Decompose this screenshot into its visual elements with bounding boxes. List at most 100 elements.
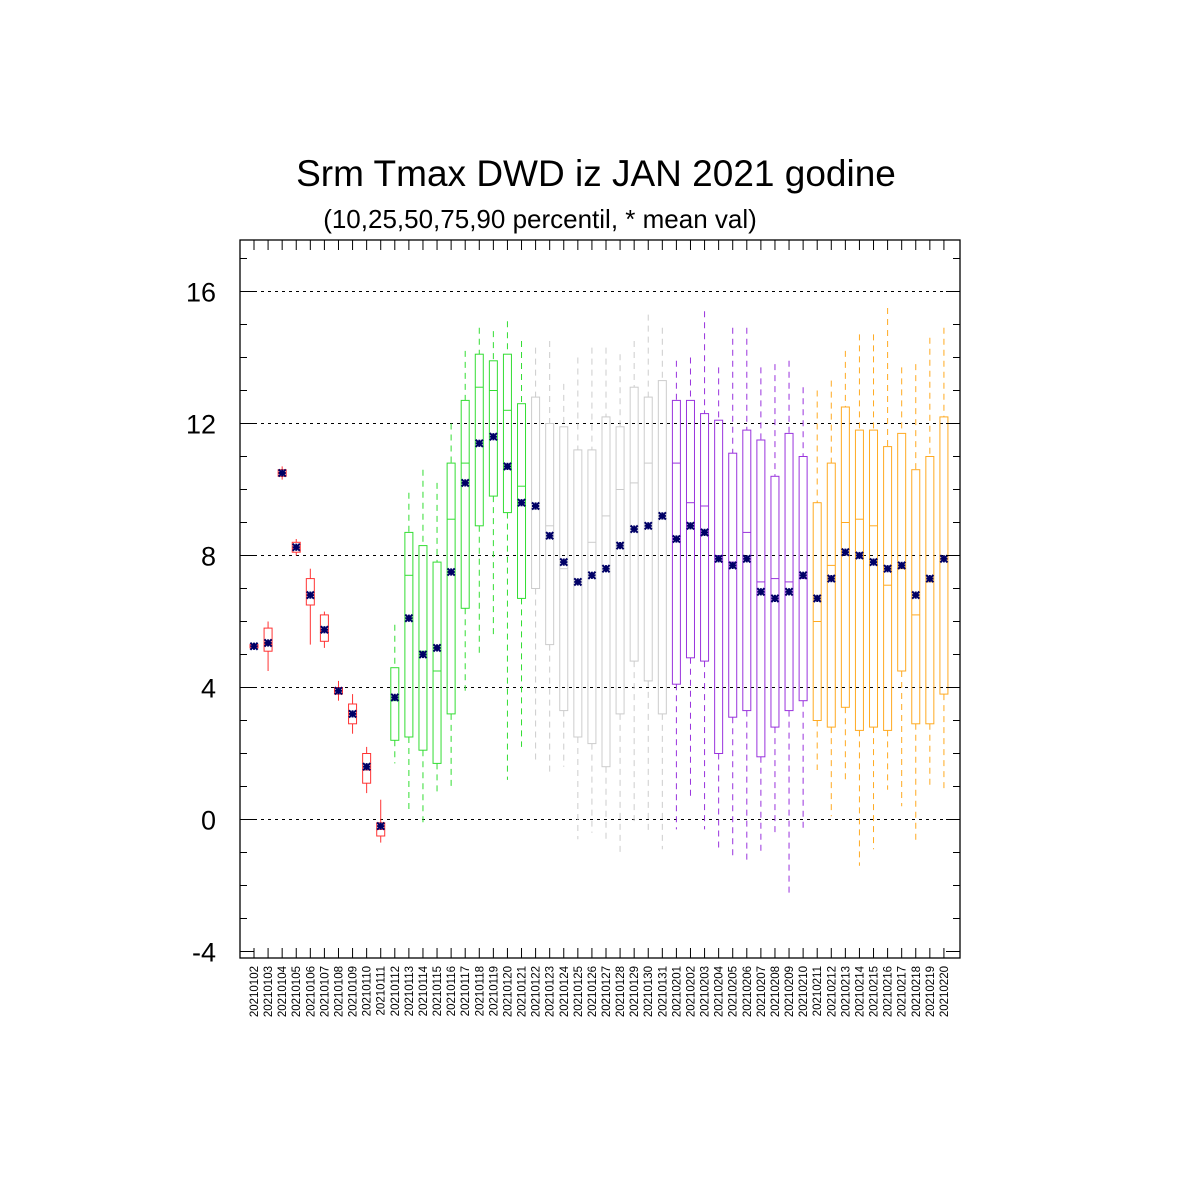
- x-tick-label-20210120: 20210120: [502, 966, 514, 1017]
- box-20210219: [925, 337, 935, 787]
- box-body-20210106: [305, 578, 315, 606]
- mean-marker-20210116: [446, 567, 456, 577]
- x-tick-label-20210206: 20210206: [742, 966, 754, 1017]
- x-tick-label-20210125: 20210125: [573, 966, 585, 1017]
- box-body-20210128: [615, 426, 625, 715]
- mean-marker-20210202: [686, 521, 695, 531]
- box-body-20210119: [488, 360, 498, 497]
- x-tick-label-20210213: 20210213: [840, 966, 852, 1017]
- box-20210127: [601, 347, 611, 840]
- x-tick-label-20210107: 20210107: [319, 966, 331, 1017]
- box-20210202: [685, 357, 695, 800]
- box-body-20210205: [728, 452, 738, 718]
- box-20210210: [798, 387, 808, 830]
- box-20210201: [671, 360, 681, 830]
- box-body-20210213: [840, 406, 850, 708]
- x-tick-label-20210104: 20210104: [277, 965, 289, 1017]
- mean-marker-20210208: [770, 594, 780, 603]
- mean-marker-20210212: [826, 574, 836, 583]
- mean-marker-20210213: [841, 547, 850, 557]
- x-tick-label-20210113: 20210113: [404, 966, 416, 1016]
- x-tick-label-20210210: 20210210: [798, 966, 810, 1017]
- x-tick-label-20210130: 20210130: [643, 966, 655, 1017]
- mean-marker-20210102: [249, 641, 259, 651]
- mean-marker-20210210: [798, 570, 808, 580]
- mean-marker-20210124: [559, 557, 569, 567]
- box-20210131: [657, 327, 667, 850]
- mean-marker-20210107: [320, 625, 329, 635]
- mean-marker-20210220: [939, 554, 949, 564]
- mean-marker-20210112: [390, 693, 400, 702]
- x-tick-label-20210127: 20210127: [601, 966, 613, 1017]
- box-20210213: [840, 350, 850, 780]
- mean-marker-20210117: [460, 478, 470, 488]
- x-tick-label-20210112: 20210112: [390, 966, 402, 1016]
- y-tick-label-12: 12: [186, 410, 216, 440]
- x-tick-label-20210119: 20210119: [488, 966, 500, 1016]
- box-body-20210123: [545, 423, 555, 646]
- chart-title: Srm Tmax DWD iz JAN 2021 godine: [296, 153, 896, 194]
- box-20210217: [897, 367, 907, 807]
- mean-marker-20210203: [700, 528, 709, 537]
- box-body-20210131: [657, 380, 667, 715]
- x-tick-label-20210205: 20210205: [728, 966, 740, 1017]
- box-body-20210211: [812, 502, 822, 722]
- box-body-20210117: [460, 399, 470, 609]
- x-tick-label-20210215: 20210215: [869, 966, 881, 1017]
- mean-marker-20210109: [348, 709, 357, 719]
- box-20210122: [531, 347, 541, 761]
- mean-marker-20210106: [306, 590, 315, 600]
- chart-subtitle: (10,25,50,75,90 percentil, * mean val): [323, 204, 757, 234]
- box-body-20210122: [531, 396, 541, 589]
- box-20210130: [643, 314, 653, 833]
- x-tick-label-20210122: 20210122: [531, 966, 543, 1017]
- mean-marker-20210120: [503, 462, 512, 471]
- x-tick-label-20210121: 20210121: [517, 966, 529, 1017]
- mean-marker-20210125: [573, 577, 583, 587]
- box-20210207: [756, 367, 766, 853]
- y-tick-label--4: -4: [192, 938, 216, 968]
- box-body-20210219: [925, 456, 935, 725]
- x-tick-label-20210109: 20210109: [348, 966, 360, 1017]
- box-20210123: [545, 341, 555, 774]
- box-body-20210214: [854, 429, 864, 731]
- x-tick-label-20210204: 20210204: [714, 965, 726, 1017]
- x-tick-label-20210209: 20210209: [784, 966, 796, 1017]
- mean-marker-20210128: [615, 541, 625, 550]
- box-20210205: [728, 327, 738, 860]
- mean-marker-20210201: [672, 534, 681, 544]
- x-tick-label-20210201: 20210201: [671, 966, 683, 1017]
- box-body-20210201: [671, 399, 681, 685]
- mean-marker-20210127: [601, 564, 611, 574]
- box-20210125: [573, 357, 583, 840]
- box-20210203: [700, 311, 710, 830]
- box-body-20210218: [911, 469, 921, 725]
- mean-marker-20210216: [883, 564, 892, 574]
- x-tick-labels: 20210102 20210103 20210104 20210105 20210106…: [249, 965, 951, 1017]
- box-20210211: [812, 390, 822, 770]
- box-body-20210126: [587, 449, 597, 745]
- mean-marker-20210114: [418, 650, 428, 659]
- x-tick-label-20210110: 20210110: [362, 966, 374, 1016]
- x-tick-label-20210124: 20210124: [559, 965, 571, 1017]
- box-body-20210115: [432, 561, 442, 764]
- mean-markers: [249, 432, 949, 831]
- box-body-20210209: [784, 432, 794, 712]
- mean-marker-20210209: [784, 587, 794, 597]
- box-20210204: [714, 367, 724, 850]
- box-20210216: [883, 308, 893, 790]
- box-20210115: [432, 482, 442, 794]
- box-20210206: [742, 327, 752, 863]
- x-tick-label-20210131: 20210131: [657, 966, 669, 1017]
- x-tick-label-20210218: 20210218: [911, 966, 923, 1017]
- box-20210209: [784, 360, 794, 896]
- y-tick-label-0: 0: [201, 806, 216, 836]
- mean-marker-20210217: [897, 561, 906, 570]
- mean-marker-20210115: [432, 643, 442, 653]
- box-body-20210107: [319, 614, 329, 642]
- box-20210129: [629, 341, 639, 823]
- box-20210208: [770, 364, 780, 833]
- box-20210114: [418, 469, 428, 823]
- box-body-20210130: [643, 396, 653, 682]
- mean-marker-20210207: [756, 587, 766, 597]
